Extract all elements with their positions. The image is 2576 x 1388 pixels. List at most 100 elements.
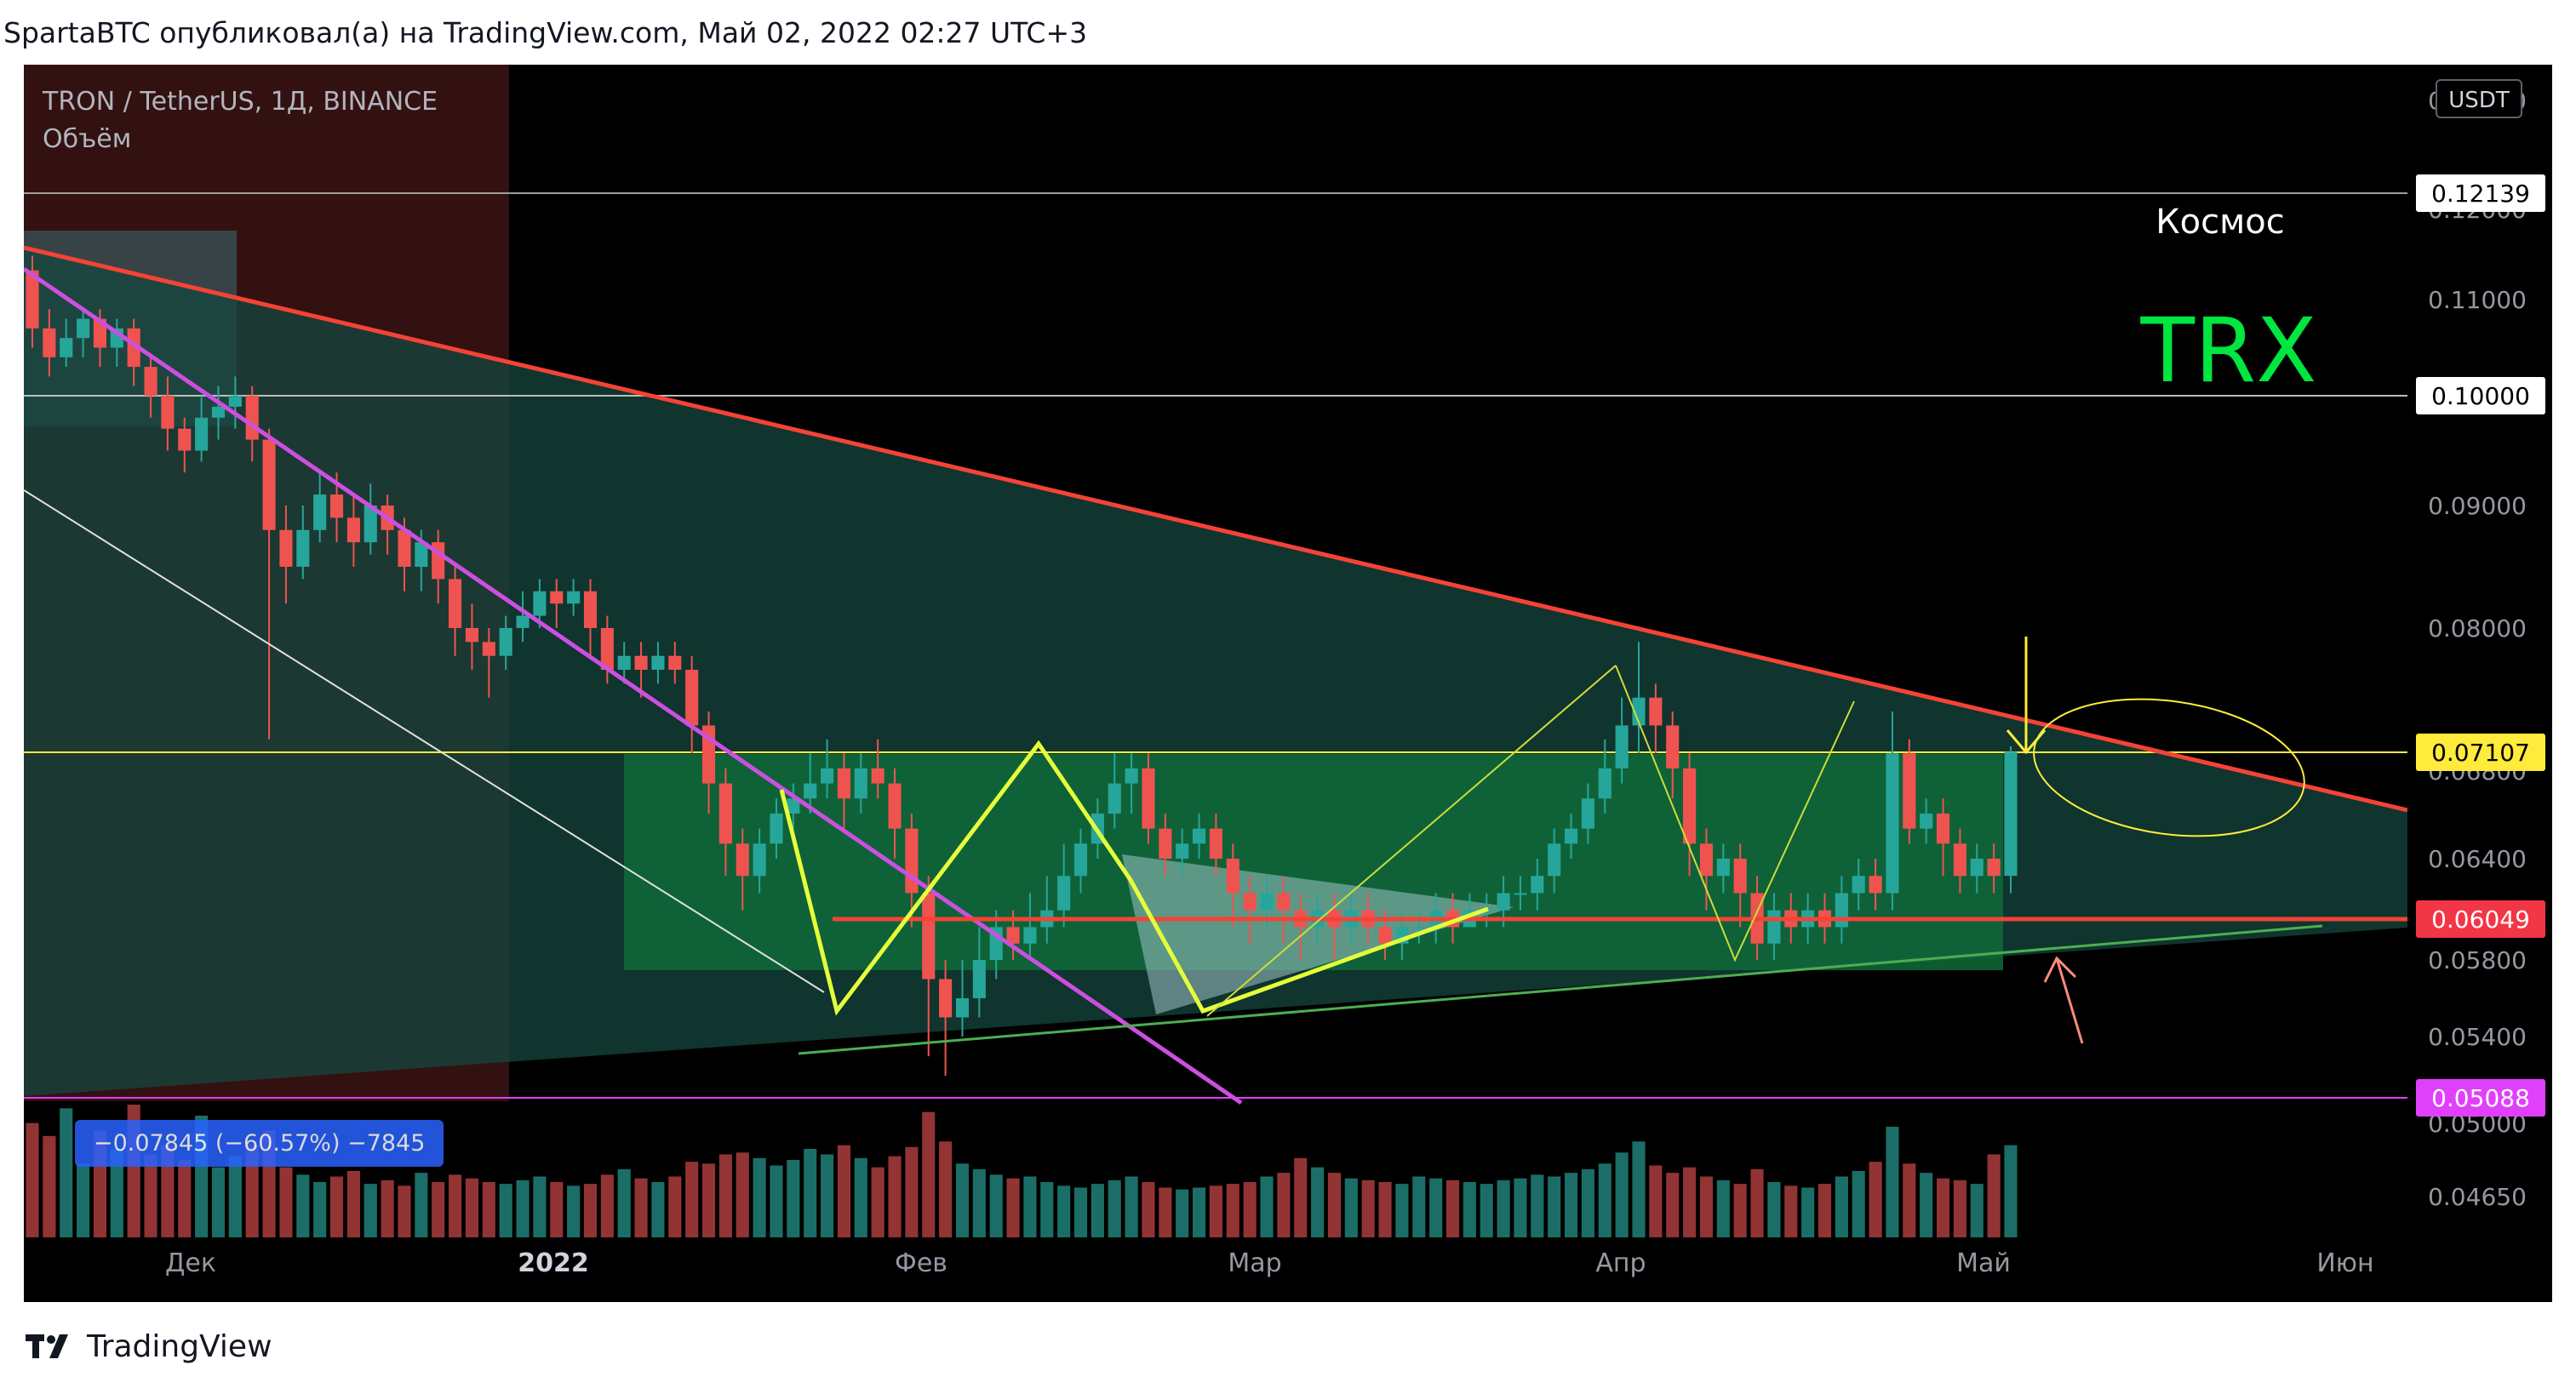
volume-bar <box>718 1154 732 1237</box>
volume-bar <box>1091 1184 1104 1237</box>
volume-bar <box>1903 1163 1916 1237</box>
volume-bar <box>245 1145 259 1237</box>
volume-bar <box>1835 1176 1848 1237</box>
candle-body <box>195 417 209 451</box>
volume-bar <box>1260 1176 1274 1237</box>
candle-body <box>211 406 226 418</box>
price-tick-label: 0.06400 <box>2428 845 2527 873</box>
volume-bar <box>1040 1182 1054 1237</box>
volume-bar <box>2004 1145 2018 1237</box>
candle-body <box>1497 893 1510 911</box>
volume-bar <box>550 1182 564 1237</box>
price-tick-label: 0.09000 <box>2428 492 2527 520</box>
time-axis-label: 2022 <box>518 1248 589 1278</box>
volume-bar <box>1176 1189 1189 1237</box>
candle-body <box>26 270 39 328</box>
volume-bar <box>888 1156 902 1237</box>
candle-body <box>1378 927 1392 944</box>
candle-body <box>415 542 428 567</box>
candle-body <box>1277 893 1291 911</box>
price-label-box <box>2416 174 2545 212</box>
volume-bar <box>1497 1180 1510 1237</box>
candle-body <box>1598 768 1611 799</box>
measure-tool-label: −0.07845 (−60.57%) −7845 <box>75 1120 444 1167</box>
candle-body <box>939 979 953 1018</box>
volume-bar <box>1784 1185 1798 1237</box>
trx-label: TRX <box>2139 299 2316 403</box>
candle-body <box>1767 910 1781 944</box>
candle-body <box>364 506 377 543</box>
volume-bar <box>1699 1176 1714 1237</box>
kosmos-label: Космос <box>2155 203 2285 242</box>
volume-bar <box>1987 1154 2001 1237</box>
price-label-white: 0.12139 <box>2431 180 2530 208</box>
volume-bar <box>1209 1185 1222 1237</box>
volume-bar <box>1463 1182 1476 1237</box>
volume-bar <box>701 1163 716 1237</box>
chart-area[interactable]: Космос TRX 0.130000.120000.110000.090000.… <box>24 65 2552 1302</box>
volume-bar <box>482 1182 495 1237</box>
candle-body <box>245 396 259 440</box>
candle-body <box>1023 927 1037 944</box>
axis-layer: 0.130000.120000.110000.090000.080000.068… <box>165 65 2552 1302</box>
price-tick-label: 0.05400 <box>2428 1023 2527 1051</box>
volume-bar <box>1344 1178 1358 1237</box>
volume-bar <box>364 1184 377 1237</box>
candle-body <box>1209 828 1222 859</box>
candle-body <box>972 960 986 998</box>
candle-body <box>668 655 682 671</box>
volume-bar <box>329 1176 344 1237</box>
volume-bar <box>1750 1168 1764 1237</box>
volume-bar <box>685 1162 699 1237</box>
candle-body <box>1970 859 1984 877</box>
candle-body <box>1936 813 1950 844</box>
volume-bar <box>871 1167 884 1237</box>
volume-bar <box>381 1180 394 1237</box>
candle-body <box>93 318 107 348</box>
candle-body <box>1125 768 1138 784</box>
candle-body <box>718 783 732 844</box>
volume-bar <box>837 1145 850 1237</box>
candle-body <box>1903 753 1916 829</box>
candle-body <box>651 655 665 671</box>
candles-layer <box>26 255 2018 1077</box>
price-label-yellow: 0.07107 <box>2431 739 2530 767</box>
volume-bar <box>1801 1187 1815 1237</box>
volume-bar <box>178 1160 192 1237</box>
candle-body <box>1260 893 1274 911</box>
price-chart[interactable]: Космос TRX 0.130000.120000.110000.090000.… <box>24 65 2552 1302</box>
candle-body <box>1243 893 1257 911</box>
candle-body <box>1159 828 1172 859</box>
volume-bar <box>161 1145 175 1237</box>
candle-body <box>567 591 581 604</box>
candle-body <box>1733 859 1747 894</box>
volume-bar <box>1869 1162 1882 1237</box>
volume-bar <box>1243 1182 1257 1237</box>
volume-bar <box>1023 1176 1037 1237</box>
volume-bar <box>1057 1185 1071 1237</box>
candle-body <box>161 396 175 429</box>
volume-bar <box>804 1149 817 1237</box>
volume-bar <box>1531 1174 1544 1237</box>
volume-bar <box>1395 1184 1409 1237</box>
channel-line <box>24 489 825 993</box>
candle-body <box>1953 843 1966 877</box>
candle-body <box>43 328 56 357</box>
candle-body <box>1006 927 1020 944</box>
candle-body <box>1852 876 1865 894</box>
volume-bar <box>651 1182 665 1237</box>
candle-body <box>178 428 192 451</box>
price-label-box <box>2416 377 2545 414</box>
volume-bar <box>583 1184 598 1237</box>
volume-indicator-label: Объём <box>43 124 132 154</box>
volume-bar <box>600 1174 614 1237</box>
volume-bar <box>26 1122 39 1237</box>
volume-bar <box>516 1180 530 1237</box>
volume-bar <box>1311 1167 1325 1237</box>
candle-body <box>1142 768 1155 829</box>
volume-bar <box>1920 1173 1933 1237</box>
currency-badge-box <box>2436 79 2522 118</box>
time-axis-label: Фев <box>895 1248 947 1278</box>
price-label-box <box>2416 734 2545 771</box>
volume-bar <box>854 1157 867 1237</box>
